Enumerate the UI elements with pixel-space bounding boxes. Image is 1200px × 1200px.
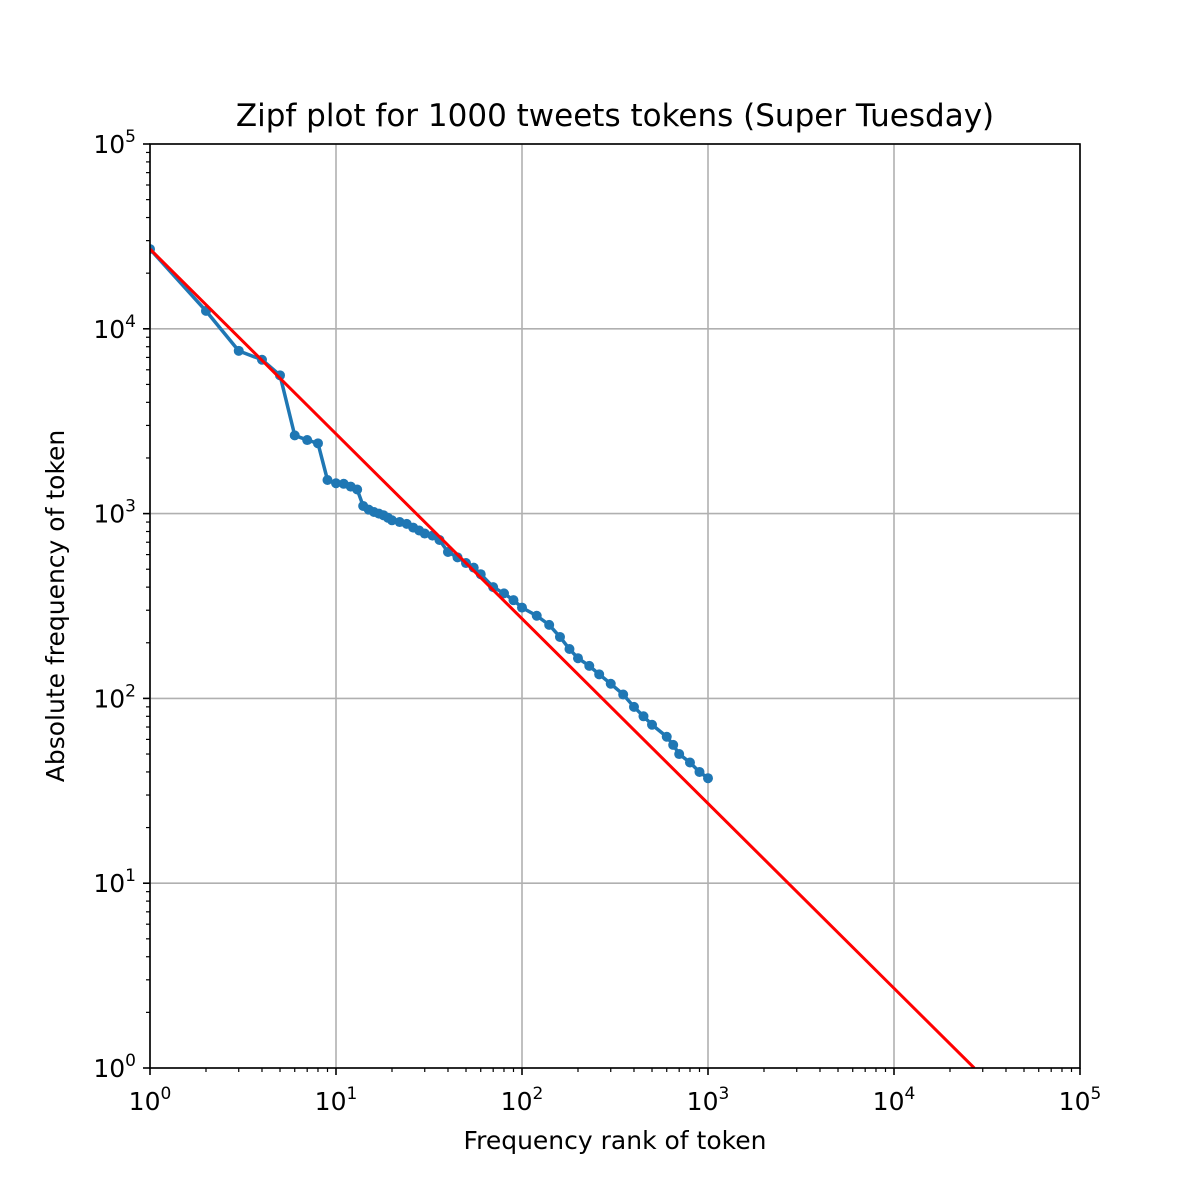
y-tick-label: 100 [93,1051,136,1083]
data-point [322,474,333,485]
x-tick-label: 104 [873,1084,916,1116]
data-point [668,739,679,750]
x-tick-label: 102 [501,1084,544,1116]
data-point [618,689,629,700]
data-point [302,435,313,446]
data-point [352,484,363,495]
data-point [554,631,565,642]
x-axis-label: Frequency rank of token [464,1126,767,1155]
data-point [674,749,685,760]
data-point [594,669,605,680]
x-tick-label: 101 [315,1084,358,1116]
data-point [564,644,575,655]
y-tick-label: 102 [93,681,136,713]
zipf-fit-line [150,248,976,1068]
y-tick-label: 103 [93,497,136,529]
data-point [647,719,658,730]
data-point [508,595,519,606]
y-tick-label: 105 [93,127,136,159]
data-point [312,438,323,449]
y-tick-label: 104 [93,312,136,344]
data-point [517,602,527,613]
data-point [386,515,397,526]
data-point [331,478,341,489]
data-point [498,588,509,599]
data-point [289,430,300,441]
data-point [452,552,463,563]
data-point [684,757,695,768]
data-point [605,678,616,689]
data-point [703,773,713,784]
x-tick-label: 105 [1059,1084,1102,1116]
data-point [419,528,430,539]
data-point [544,619,555,630]
data-point [628,701,639,712]
chart-title: Zipf plot for 1000 tweets tokens (Super … [236,98,994,134]
data-point [531,610,542,621]
x-tick-label: 100 [129,1084,172,1116]
series-layer [150,244,976,1068]
data-point [638,711,649,722]
data-point [572,653,583,664]
x-tick-labels: 100 101 102 103 104 105 [129,1084,1102,1116]
data-point [584,660,595,671]
y-axis-label: Absolute frequency of token [41,430,70,783]
data-point [661,731,672,742]
data-point [694,766,705,777]
data-point [233,345,244,356]
plot-frame [149,143,1081,1069]
x-tick-label: 103 [687,1084,730,1116]
y-tick-labels: 100 101 102 103 104 105 [93,127,136,1083]
y-tick-label: 101 [93,866,136,898]
